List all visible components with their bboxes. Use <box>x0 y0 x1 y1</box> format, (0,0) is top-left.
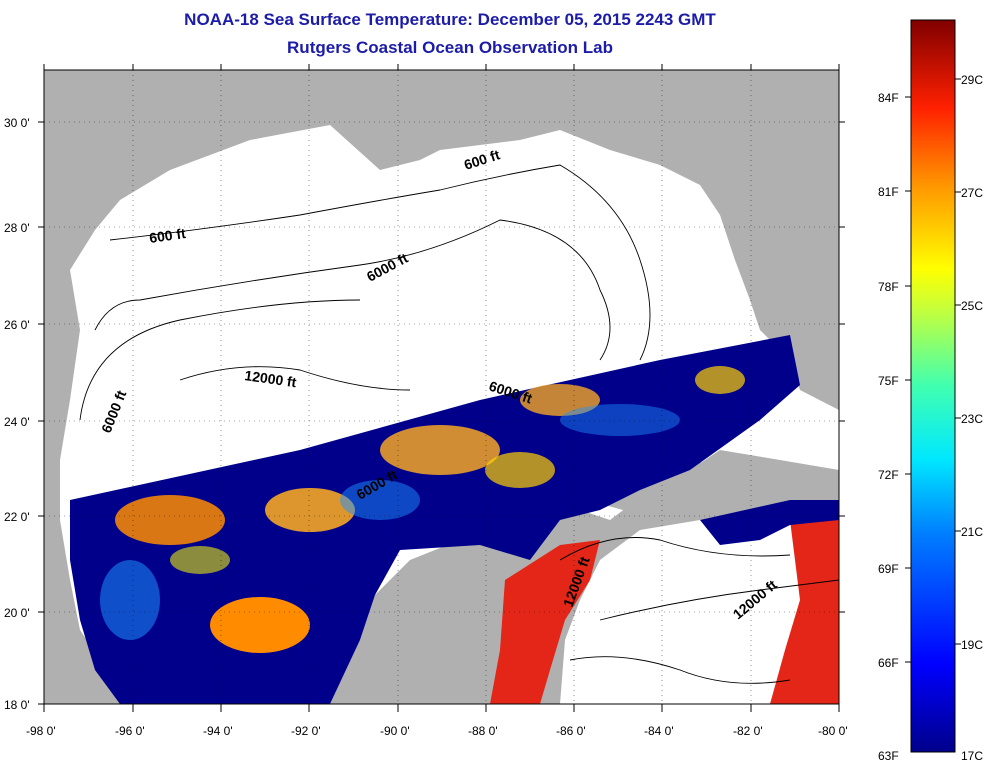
lon-label-98: -98 0' <box>26 724 56 738</box>
sst-warm-patches <box>100 366 745 653</box>
lon-label-96: -96 0' <box>115 724 145 738</box>
lon-label-84: -84 0' <box>644 724 674 738</box>
contour-label-600-west: 600 ft <box>148 225 187 246</box>
colorbar-c-29: 29C <box>961 73 984 87</box>
lat-label-18: 18 0' <box>4 698 30 712</box>
tick-marks <box>38 64 845 712</box>
lon-label-86: -86 0' <box>556 724 586 738</box>
lat-label-24: 24 0' <box>4 415 30 429</box>
colorbar-c-21: 21C <box>961 525 984 539</box>
sst-hot-caribbean <box>770 510 839 704</box>
colorbar-ticks <box>905 78 961 663</box>
lat-label-20: 20 0' <box>4 606 30 620</box>
lon-label-90: -90 0' <box>380 724 410 738</box>
lat-label-28: 28 0' <box>4 221 30 235</box>
colorbar-f-63: 63F <box>878 749 899 763</box>
colorbar-c-25: 25C <box>961 299 984 313</box>
colorbar-c-27: 27C <box>961 186 984 200</box>
colorbar-c-23: 23C <box>961 412 984 426</box>
bathymetry-contours <box>79 164 839 684</box>
colorbar-f-84: 84F <box>878 91 899 105</box>
sst-colorbar <box>910 19 956 753</box>
contour-label-12000-center: 12000 ft <box>244 367 298 390</box>
caribbean-water <box>560 510 839 704</box>
lon-label-88: -88 0' <box>468 724 498 738</box>
map-grid <box>44 70 839 704</box>
lat-label-22: 22 0' <box>4 510 30 524</box>
colorbar-f-78: 78F <box>878 280 899 294</box>
lat-label-30: 30 0' <box>4 116 30 130</box>
colorbar-c-19: 19C <box>961 638 984 652</box>
lon-label-82: -82 0' <box>733 724 763 738</box>
map-subtitle: Rutgers Coastal Ocean Observation Lab <box>287 38 613 57</box>
lat-label-26: 26 0' <box>4 318 30 332</box>
map-title: NOAA-18 Sea Surface Temperature: Decembe… <box>184 10 716 29</box>
florida-land <box>700 70 839 360</box>
colorbar-f-66: 66F <box>878 656 899 670</box>
colorbar-f-72: 72F <box>878 468 899 482</box>
colorbar-f-75: 75F <box>878 374 899 388</box>
lon-label-94: -94 0' <box>203 724 233 738</box>
map-border <box>43 69 840 705</box>
colorbar-f-69: 69F <box>878 562 899 576</box>
lon-label-80: -80 0' <box>818 724 848 738</box>
sst-hot-band <box>490 540 600 704</box>
lon-label-92: -92 0' <box>291 724 321 738</box>
colorbar-c-17: 17C <box>961 749 984 763</box>
colorbar-f-81: 81F <box>878 185 899 199</box>
sst-cold-caribbean <box>700 500 839 545</box>
